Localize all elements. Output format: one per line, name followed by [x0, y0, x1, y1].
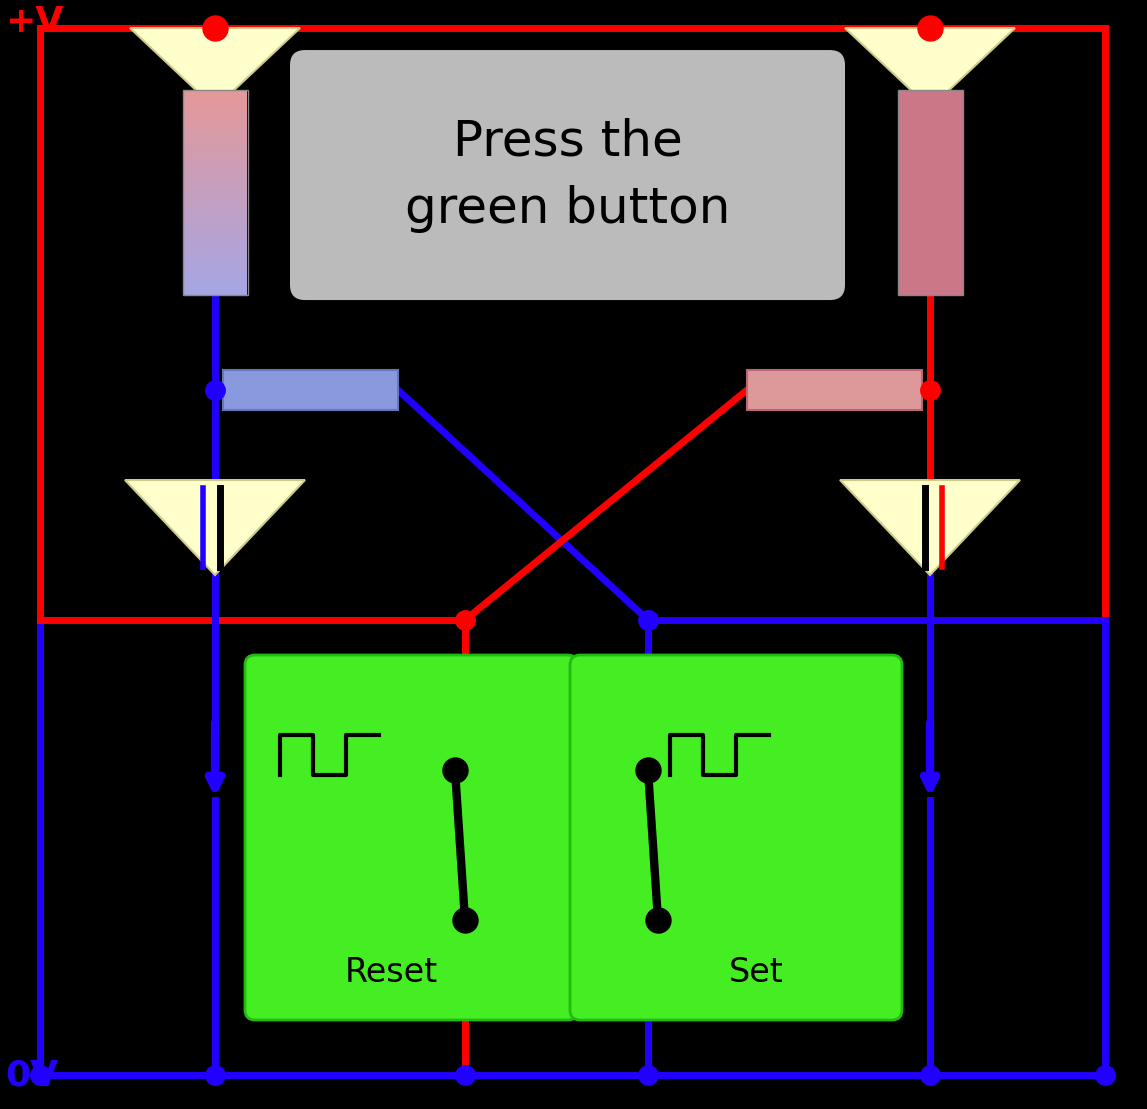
Polygon shape: [840, 480, 1020, 576]
FancyBboxPatch shape: [570, 655, 902, 1020]
FancyBboxPatch shape: [245, 655, 578, 1020]
Text: Reset: Reset: [345, 956, 438, 988]
Text: Set: Set: [728, 956, 783, 988]
Bar: [898, 90, 963, 295]
Polygon shape: [845, 28, 1015, 108]
FancyBboxPatch shape: [290, 50, 845, 301]
Polygon shape: [130, 28, 301, 108]
Text: +V: +V: [5, 6, 63, 39]
Text: 0V: 0V: [5, 1058, 58, 1092]
Bar: [184, 90, 248, 295]
Polygon shape: [125, 480, 305, 576]
Text: Press the
green button: Press the green button: [405, 118, 731, 233]
Bar: [223, 370, 398, 410]
Bar: [747, 370, 922, 410]
